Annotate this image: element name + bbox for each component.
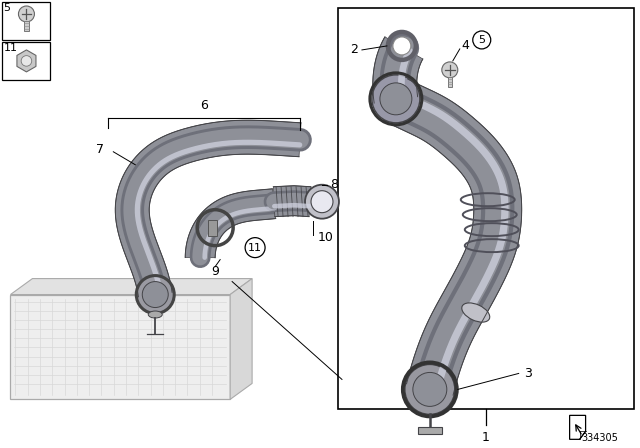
Text: 5: 5	[478, 35, 485, 45]
Text: 9: 9	[211, 265, 219, 278]
Polygon shape	[10, 279, 252, 294]
Circle shape	[19, 6, 35, 22]
Text: 10: 10	[318, 231, 334, 244]
Polygon shape	[372, 37, 423, 103]
Text: 2: 2	[350, 43, 358, 56]
Bar	[208, 220, 217, 236]
Text: 11: 11	[248, 243, 262, 253]
Polygon shape	[230, 279, 252, 400]
Text: 11: 11	[3, 43, 17, 53]
Text: 1: 1	[482, 431, 490, 444]
Circle shape	[21, 56, 32, 66]
Circle shape	[311, 191, 333, 213]
Polygon shape	[115, 120, 301, 297]
Bar	[24, 21, 29, 31]
Bar	[10, 294, 230, 400]
Circle shape	[372, 75, 420, 123]
Text: 5: 5	[3, 3, 10, 13]
Circle shape	[245, 237, 265, 258]
Text: 4: 4	[462, 39, 470, 52]
Text: 3: 3	[524, 367, 532, 380]
Text: 8: 8	[330, 178, 338, 191]
Circle shape	[142, 282, 168, 307]
Circle shape	[405, 364, 455, 414]
Polygon shape	[384, 79, 522, 395]
Text: 334305: 334305	[581, 433, 618, 444]
Ellipse shape	[148, 311, 162, 318]
Circle shape	[305, 185, 339, 219]
Bar	[3, 42, 51, 80]
Polygon shape	[17, 50, 36, 72]
Circle shape	[413, 372, 447, 406]
Text: 7: 7	[97, 143, 104, 156]
Circle shape	[380, 83, 412, 115]
Bar	[418, 427, 442, 435]
Bar	[338, 8, 634, 409]
Circle shape	[473, 31, 491, 49]
Bar	[447, 77, 452, 87]
Ellipse shape	[462, 303, 490, 322]
Circle shape	[136, 276, 174, 314]
Polygon shape	[570, 415, 586, 439]
Polygon shape	[273, 186, 311, 217]
Bar	[3, 2, 51, 40]
Polygon shape	[185, 189, 276, 258]
Text: 6: 6	[200, 99, 208, 112]
Circle shape	[393, 37, 411, 55]
Circle shape	[442, 62, 458, 78]
